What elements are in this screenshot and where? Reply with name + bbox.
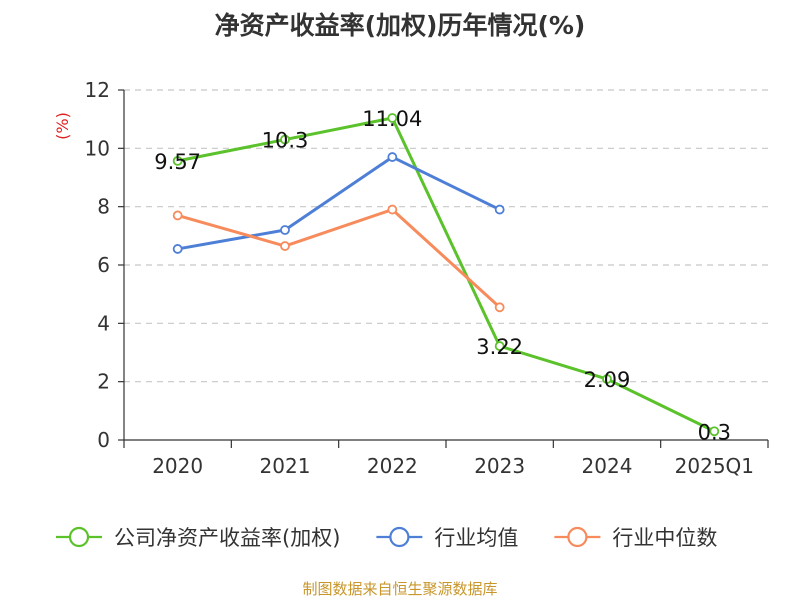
data-point <box>280 225 290 235</box>
data-point <box>709 426 720 437</box>
data-label: 0.3 <box>698 420 731 444</box>
data-label: 2.09 <box>584 368 631 392</box>
y-tick-label: 10 <box>85 136 110 160</box>
chart-title: 净资产收益率(加权)历年情况(%) <box>215 11 586 40</box>
legend-swatch-marker <box>567 526 588 548</box>
legend-label: 行业均值 <box>434 526 518 550</box>
legend-swatch-marker <box>389 526 410 548</box>
data-point <box>280 241 290 251</box>
series-line <box>177 116 715 433</box>
x-tick-label: 2021 <box>260 454 311 478</box>
x-tick-label: 2020 <box>152 454 203 478</box>
data-point <box>387 152 398 162</box>
x-tick-label: 2023 <box>474 454 525 478</box>
legend-label: 行业中位数 <box>612 526 717 550</box>
data-label: 9.57 <box>154 150 201 174</box>
series-lines <box>172 113 720 437</box>
legend-label: 公司净资产收益率(加权) <box>114 526 340 550</box>
data-labels: 9.57 10.3 11.04 3.22 2.09 0.3 <box>154 107 731 444</box>
legend: 公司净资产收益率(加权) 行业均值 行业中位数 <box>56 526 717 550</box>
y-tick-label: 6 <box>97 253 110 277</box>
grid-lines <box>124 89 768 383</box>
data-point <box>172 155 183 166</box>
y-tick-label: 2 <box>97 370 110 394</box>
x-tick-label: 2022 <box>367 454 418 478</box>
y-tick-label: 8 <box>97 195 110 219</box>
data-point <box>280 134 290 145</box>
y-tick-label: 0 <box>97 428 110 452</box>
series-line <box>177 155 501 251</box>
x-tick-label: 2024 <box>582 454 633 478</box>
data-label: 11.04 <box>362 107 422 131</box>
data-point <box>494 302 505 313</box>
data-point <box>172 244 183 254</box>
data-point <box>602 374 612 384</box>
y-axis-unit-label: (%) <box>53 112 72 140</box>
data-label: 10.3 <box>262 129 309 153</box>
data-point <box>494 341 505 351</box>
y-tick-label: 4 <box>97 311 110 335</box>
data-point <box>387 204 398 215</box>
x-tick-label: 2025Q1 <box>675 454 754 478</box>
data-point <box>172 210 183 221</box>
data-label: 3.22 <box>476 335 523 359</box>
data-point <box>387 113 398 123</box>
y-tick-label: 12 <box>85 78 110 102</box>
axes: 0 2 4 6 8 10 12 2020 2021 2022 2023 2024 2025Q1 <box>85 78 769 478</box>
source-note: 制图数据来自恒生聚源数据库 <box>302 580 497 598</box>
series-line <box>177 208 501 309</box>
legend-swatch-marker <box>68 526 90 548</box>
data-point <box>494 204 505 215</box>
